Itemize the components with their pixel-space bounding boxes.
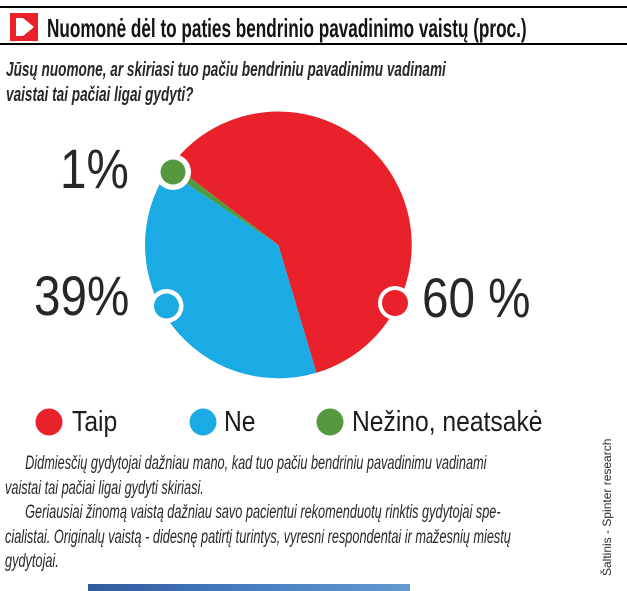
legend-label-ne: Ne	[224, 406, 256, 438]
marker-dot-ne	[154, 293, 179, 319]
delfi-logo-icon	[10, 13, 38, 41]
legend-dot-ne	[189, 408, 217, 441]
pie-slice-taip	[172, 111, 412, 373]
survey-question-line1: Jūsų nuomone, ar skiriasi tuo pačiu bend…	[6, 59, 446, 81]
header-divider	[0, 43, 627, 45]
legend-dot-nezino	[316, 408, 344, 441]
page-title: Nuomonė dėl to paties bendrinio pavadini…	[47, 13, 527, 43]
source-credit: Šaltinis - Spinter research	[600, 438, 614, 576]
top-divider	[0, 6, 627, 8]
marker-dot-nezino	[160, 159, 186, 185]
commentary-line: cialistai. Originalų vaistą - didesnę pa…	[5, 526, 511, 548]
commentary-line: Didmiesčių gydytojai dažniau mano, kad t…	[25, 453, 487, 474]
commentary-text: Didmiesčių gydytojai dažniau mano, kad t…	[5, 452, 514, 575]
value-label-ne: 39%	[34, 264, 130, 327]
commentary-line: Geriausiai žinomą vaistą dažniau savo pa…	[25, 502, 501, 524]
value-label-taip: 60 %	[422, 266, 531, 329]
commentary-line: gydytojai.	[5, 551, 59, 573]
value-label-nezino: 1%	[60, 137, 129, 200]
bottom-accent-bar	[88, 584, 410, 591]
legend-label-taip: Taip	[72, 406, 118, 438]
marker-dot-taip	[382, 290, 408, 316]
legend-label-nezino: Nežino, neatsakė	[352, 406, 543, 438]
legend-dot-taip	[35, 408, 63, 441]
pie-slice-ne	[145, 170, 317, 379]
survey-question: Jūsų nuomone, ar skiriasi tuo pačiu bend…	[6, 58, 446, 108]
commentary-line: vaistai tai pačiai ligai gydyti skiriasi…	[5, 477, 204, 499]
pie-slice-nezino	[167, 164, 279, 245]
delfi-logo	[10, 13, 38, 41]
survey-question-line2: vaistai tai pačiai ligai gydyti?	[6, 84, 194, 106]
